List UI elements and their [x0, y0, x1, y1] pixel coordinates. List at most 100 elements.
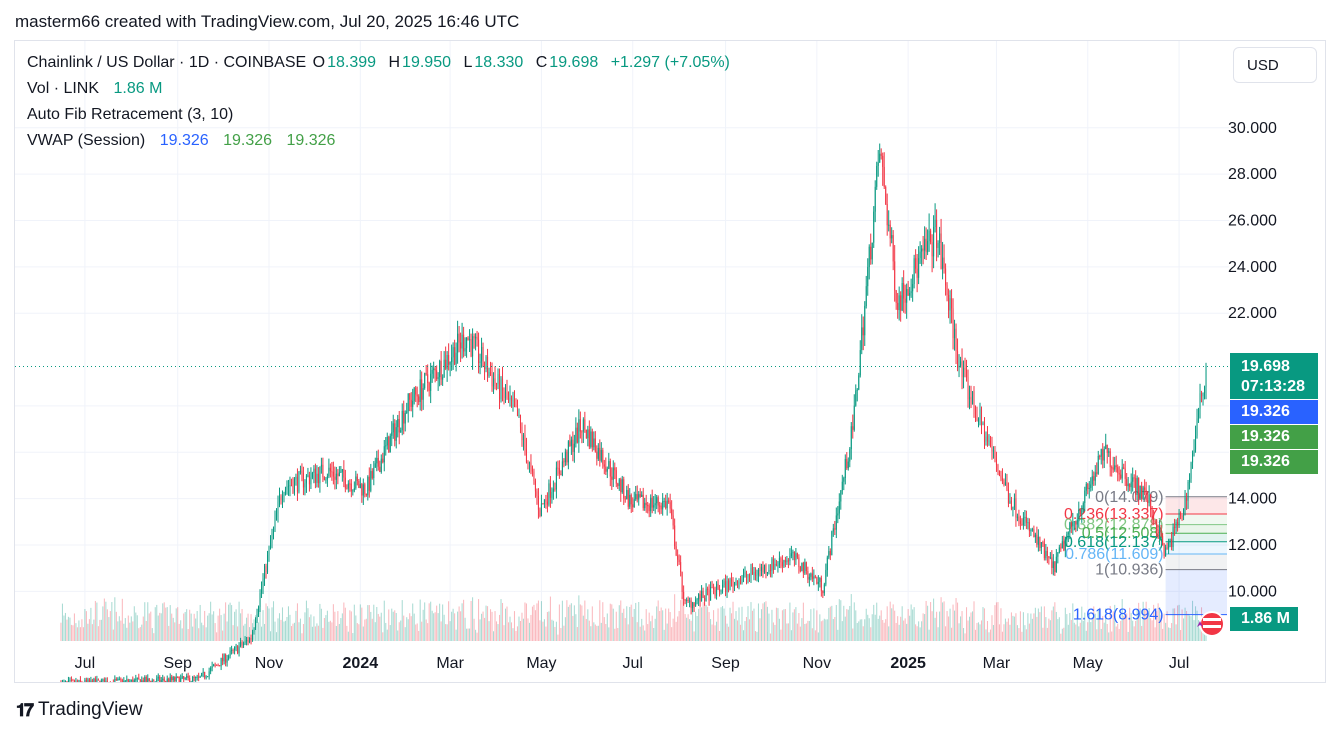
candle-body — [1036, 534, 1038, 545]
volume-bar — [243, 625, 245, 641]
candle-body — [536, 491, 538, 497]
volume-bar — [1103, 622, 1105, 641]
candle-body — [380, 458, 382, 473]
candle-body — [130, 679, 132, 682]
candle-body — [1165, 547, 1167, 556]
candle-body — [500, 378, 502, 400]
candle-body — [928, 230, 930, 242]
volume-bar — [413, 613, 415, 641]
volume-bar — [1126, 613, 1128, 641]
volume-bar — [545, 626, 547, 641]
grid-lines — [15, 41, 1229, 641]
candle-body — [289, 485, 291, 487]
volume-bar — [72, 625, 74, 641]
candle-body — [775, 563, 777, 566]
volume-bar — [801, 618, 803, 641]
candle-body — [1031, 529, 1033, 531]
volume-bar — [383, 600, 385, 641]
candle-body — [518, 414, 520, 417]
volume-bar — [644, 630, 646, 641]
volume-bar — [874, 614, 876, 641]
volume-bar — [533, 604, 535, 641]
candle-body — [934, 219, 936, 227]
volume-bar — [186, 609, 188, 641]
candle-body — [796, 553, 798, 558]
candle-body — [1169, 539, 1171, 543]
candle-body — [618, 479, 620, 487]
legend-vwap-row[interactable]: VWAP (Session) 19.326 19.326 19.326 — [27, 132, 337, 150]
candle-body — [180, 678, 182, 682]
candle-body — [1096, 472, 1098, 474]
volume-bar — [626, 606, 628, 641]
volume-bar — [389, 625, 391, 641]
volume-bar — [494, 611, 496, 641]
candle-body — [322, 464, 324, 478]
volume-bar — [112, 629, 114, 641]
volume-bar — [525, 603, 527, 641]
candle-body — [834, 528, 836, 530]
volume-bar — [579, 604, 581, 641]
legend-volume-row[interactable]: Vol · LINK 1.86 M — [27, 80, 164, 98]
volume-bar — [421, 621, 423, 641]
candle-body — [1193, 449, 1195, 454]
symbol-title[interactable]: Chainlink / US Dollar · 1D · COINBASE — [27, 54, 307, 71]
volume-bar — [790, 630, 792, 641]
volume-bar — [539, 620, 541, 641]
volume-bar — [1153, 604, 1155, 641]
candle-body — [504, 392, 507, 399]
volume-bar — [696, 616, 698, 641]
candle-body — [114, 678, 116, 682]
candle-body — [1147, 500, 1149, 504]
volume-bar — [614, 628, 616, 641]
volume-bar — [1184, 607, 1186, 641]
candle-body — [751, 567, 754, 575]
candle-body — [687, 599, 689, 602]
volume-bar — [564, 617, 566, 641]
volume-bar — [284, 620, 287, 641]
time-tick-label: Sep — [711, 655, 740, 672]
candle-body — [946, 285, 948, 295]
candle-body — [225, 654, 227, 663]
currency-button[interactable]: USD — [1233, 47, 1317, 83]
volume-bar — [720, 607, 722, 641]
candle-body — [329, 467, 331, 472]
volume-bar — [593, 622, 595, 641]
tradingview-brand[interactable]: 𝟏𝟕 TradingView — [16, 699, 143, 721]
volume-bar — [570, 603, 572, 641]
candle-body — [897, 302, 899, 311]
volume-bar — [636, 622, 638, 641]
event-star-icon — [1197, 621, 1203, 627]
candle-body — [1105, 444, 1107, 450]
volume-bar — [498, 614, 501, 641]
candle-body — [1060, 547, 1062, 549]
chart-canvas[interactable]: 0(14.079)0.236(13.337)0.382(12.878)0.5(1… — [15, 41, 1325, 682]
volume-bar — [844, 616, 846, 641]
candle-body — [401, 410, 403, 431]
candle-body — [1112, 467, 1114, 470]
volume-bar — [141, 624, 143, 641]
candle-body — [817, 581, 819, 584]
candle-body — [1120, 474, 1122, 479]
volume-bar — [738, 607, 740, 641]
candle-body — [695, 599, 697, 607]
candle-body — [422, 388, 424, 400]
candle-body — [344, 477, 346, 489]
candle-body — [1136, 477, 1138, 495]
candle-body — [88, 679, 90, 682]
candle-body — [1069, 522, 1071, 533]
candle-body — [976, 414, 978, 422]
candle-body — [385, 445, 387, 447]
candle-body — [207, 676, 209, 678]
volume-bar — [717, 608, 719, 641]
volume-bar — [530, 614, 532, 641]
candle-body — [760, 567, 762, 571]
candle-body — [157, 676, 159, 679]
candle-body — [835, 515, 837, 530]
candle-body — [153, 680, 155, 682]
candle-body — [585, 429, 587, 439]
volume-bar — [193, 613, 195, 641]
legend-fib-row[interactable]: Auto Fib Retracement (3, 10) — [27, 106, 235, 124]
volume-bar — [1199, 623, 1201, 641]
candle-body — [287, 486, 289, 488]
candle-body — [1001, 478, 1003, 481]
